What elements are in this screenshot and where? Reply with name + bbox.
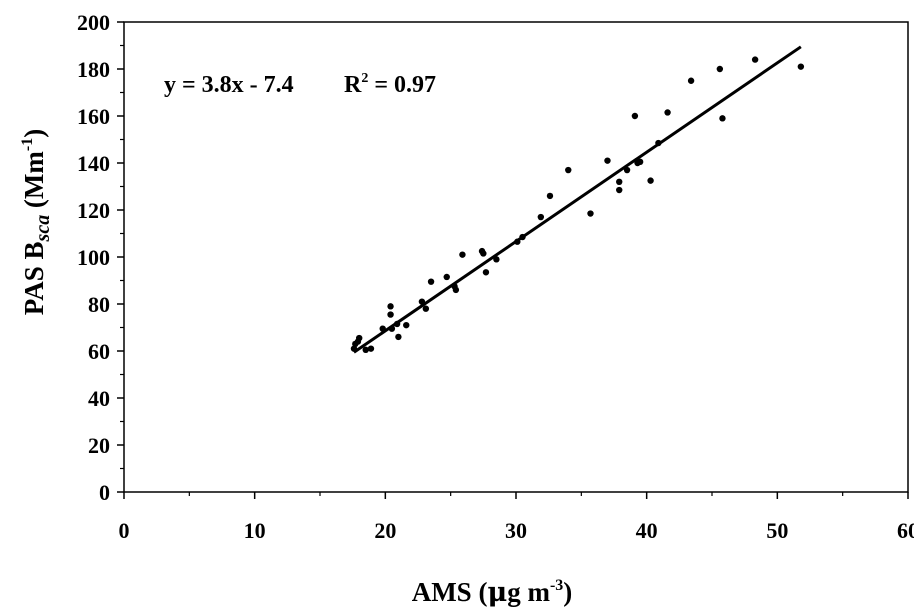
data-point bbox=[751, 56, 759, 63]
regression-line bbox=[353, 45, 802, 354]
y-tick-label: 40 bbox=[88, 386, 110, 411]
y-tick-label: 140 bbox=[77, 151, 110, 176]
data-point bbox=[797, 63, 805, 70]
y-tick-label: 60 bbox=[88, 339, 110, 364]
y-axis-title: PAS Bsca (Mm-1) bbox=[19, 129, 54, 315]
data-point bbox=[356, 334, 363, 342]
data-point bbox=[616, 178, 623, 185]
data-point bbox=[403, 321, 410, 329]
data-point bbox=[367, 345, 375, 352]
data-point bbox=[546, 192, 554, 200]
x-tick-label: 30 bbox=[505, 518, 527, 543]
y-tick-label: 160 bbox=[77, 104, 110, 129]
data-point bbox=[480, 250, 487, 257]
data-point bbox=[687, 77, 695, 84]
data-point bbox=[636, 158, 644, 166]
x-tick-label: 10 bbox=[244, 518, 266, 543]
data-point bbox=[422, 305, 430, 312]
data-point bbox=[631, 112, 639, 120]
data-point bbox=[387, 303, 394, 310]
data-point bbox=[587, 210, 594, 217]
y-tick-label: 120 bbox=[77, 198, 110, 223]
data-point bbox=[362, 346, 369, 354]
data-point bbox=[716, 65, 724, 73]
y-tick-label: 20 bbox=[88, 433, 110, 458]
x-axis-title: AMS (μg m-3) bbox=[412, 577, 573, 608]
y-axis-ticks: 0 20 40 60 80 100 120 140 160 180 200 bbox=[77, 10, 124, 505]
x-tick-label: 60 bbox=[897, 518, 914, 543]
x-axis-ticks: 0 10 20 30 40 50 60 bbox=[119, 492, 914, 543]
data-point bbox=[719, 115, 726, 122]
data-point bbox=[647, 177, 654, 184]
data-point bbox=[482, 269, 490, 276]
data-point bbox=[459, 251, 466, 258]
y-tick-label: 100 bbox=[77, 245, 110, 270]
fit-equation: y = 3.8x - 7.4 bbox=[164, 72, 294, 98]
data-point bbox=[616, 186, 623, 194]
x-tick-label: 0 bbox=[119, 518, 130, 543]
x-tick-label: 50 bbox=[766, 518, 788, 543]
y-tick-label: 200 bbox=[77, 10, 110, 35]
data-point bbox=[443, 273, 450, 281]
data-point bbox=[664, 109, 671, 116]
y-tick-label: 180 bbox=[77, 57, 110, 82]
data-point bbox=[565, 166, 572, 174]
data-point bbox=[537, 213, 545, 221]
data-point bbox=[387, 311, 394, 318]
data-point bbox=[427, 278, 435, 285]
y-tick-label: 80 bbox=[88, 292, 110, 317]
x-tick-label: 20 bbox=[374, 518, 396, 543]
x-tick-label: 40 bbox=[636, 518, 658, 543]
data-point bbox=[604, 157, 611, 164]
r-squared: R2 = 0.97 bbox=[344, 71, 436, 98]
y-tick-label: 0 bbox=[99, 480, 110, 505]
data-point bbox=[395, 333, 402, 341]
data-point bbox=[452, 286, 460, 294]
